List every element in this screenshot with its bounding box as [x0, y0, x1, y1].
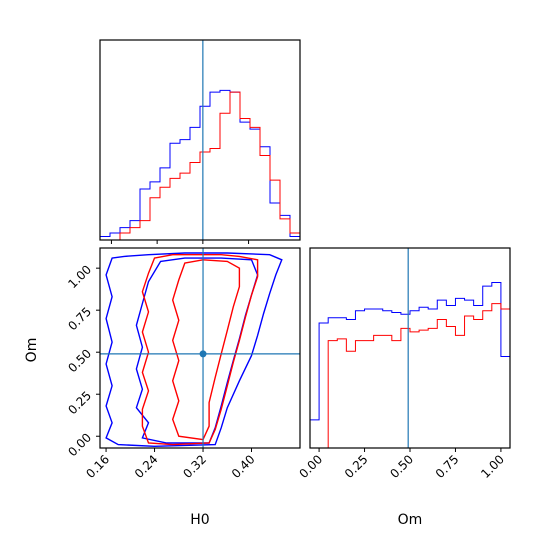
- histogram-series-1: [100, 91, 301, 241]
- om-y-tick-label: 0.75: [65, 304, 94, 333]
- h0-tick-label: 0.32: [180, 452, 209, 481]
- histogram-series-1: [310, 303, 511, 449]
- contour-series-1-level-0: [141, 254, 259, 446]
- om-y-tick-label: 0.50: [65, 346, 94, 375]
- h0-tick-label: 0.24: [132, 452, 161, 481]
- truth-point: [199, 350, 207, 358]
- panel-histogram-om: 0.00 0.25 0.50 0.75 1.00: [296, 247, 511, 481]
- contour-series-1-level-1: [171, 259, 241, 441]
- om-tick-label: 0.00: [296, 452, 325, 481]
- om-y-tick-label: 1.00: [65, 262, 94, 291]
- panel-frame: [99, 39, 301, 241]
- panel-histogram-h0: [99, 39, 301, 244]
- h0-tick-label: 0.40: [229, 452, 258, 481]
- om-tick-label: 0.50: [387, 452, 416, 481]
- om-y-tick-label: 0.00: [65, 430, 94, 459]
- panel-frame: [309, 247, 511, 449]
- panel-contour-h0-om: 0.16 0.24 0.32 0.40 0.00 0.25 0.50 0.75 1.00: [65, 247, 301, 481]
- panel-frame: [99, 247, 301, 449]
- histogram-series-0: [309, 282, 511, 448]
- om-tick-label: 0.75: [433, 452, 462, 481]
- xlabel-om: Om: [398, 512, 423, 528]
- xlabel-h0: H0: [190, 512, 209, 528]
- ylabel-om: Om: [24, 338, 40, 363]
- h0-tick-label: 0.16: [83, 452, 112, 481]
- contour-series-0-level-0: [105, 252, 283, 448]
- om-tick-label: 0.25: [342, 452, 371, 481]
- om-y-tick-label: 0.25: [65, 388, 94, 417]
- om-tick-label: 1.00: [478, 452, 507, 481]
